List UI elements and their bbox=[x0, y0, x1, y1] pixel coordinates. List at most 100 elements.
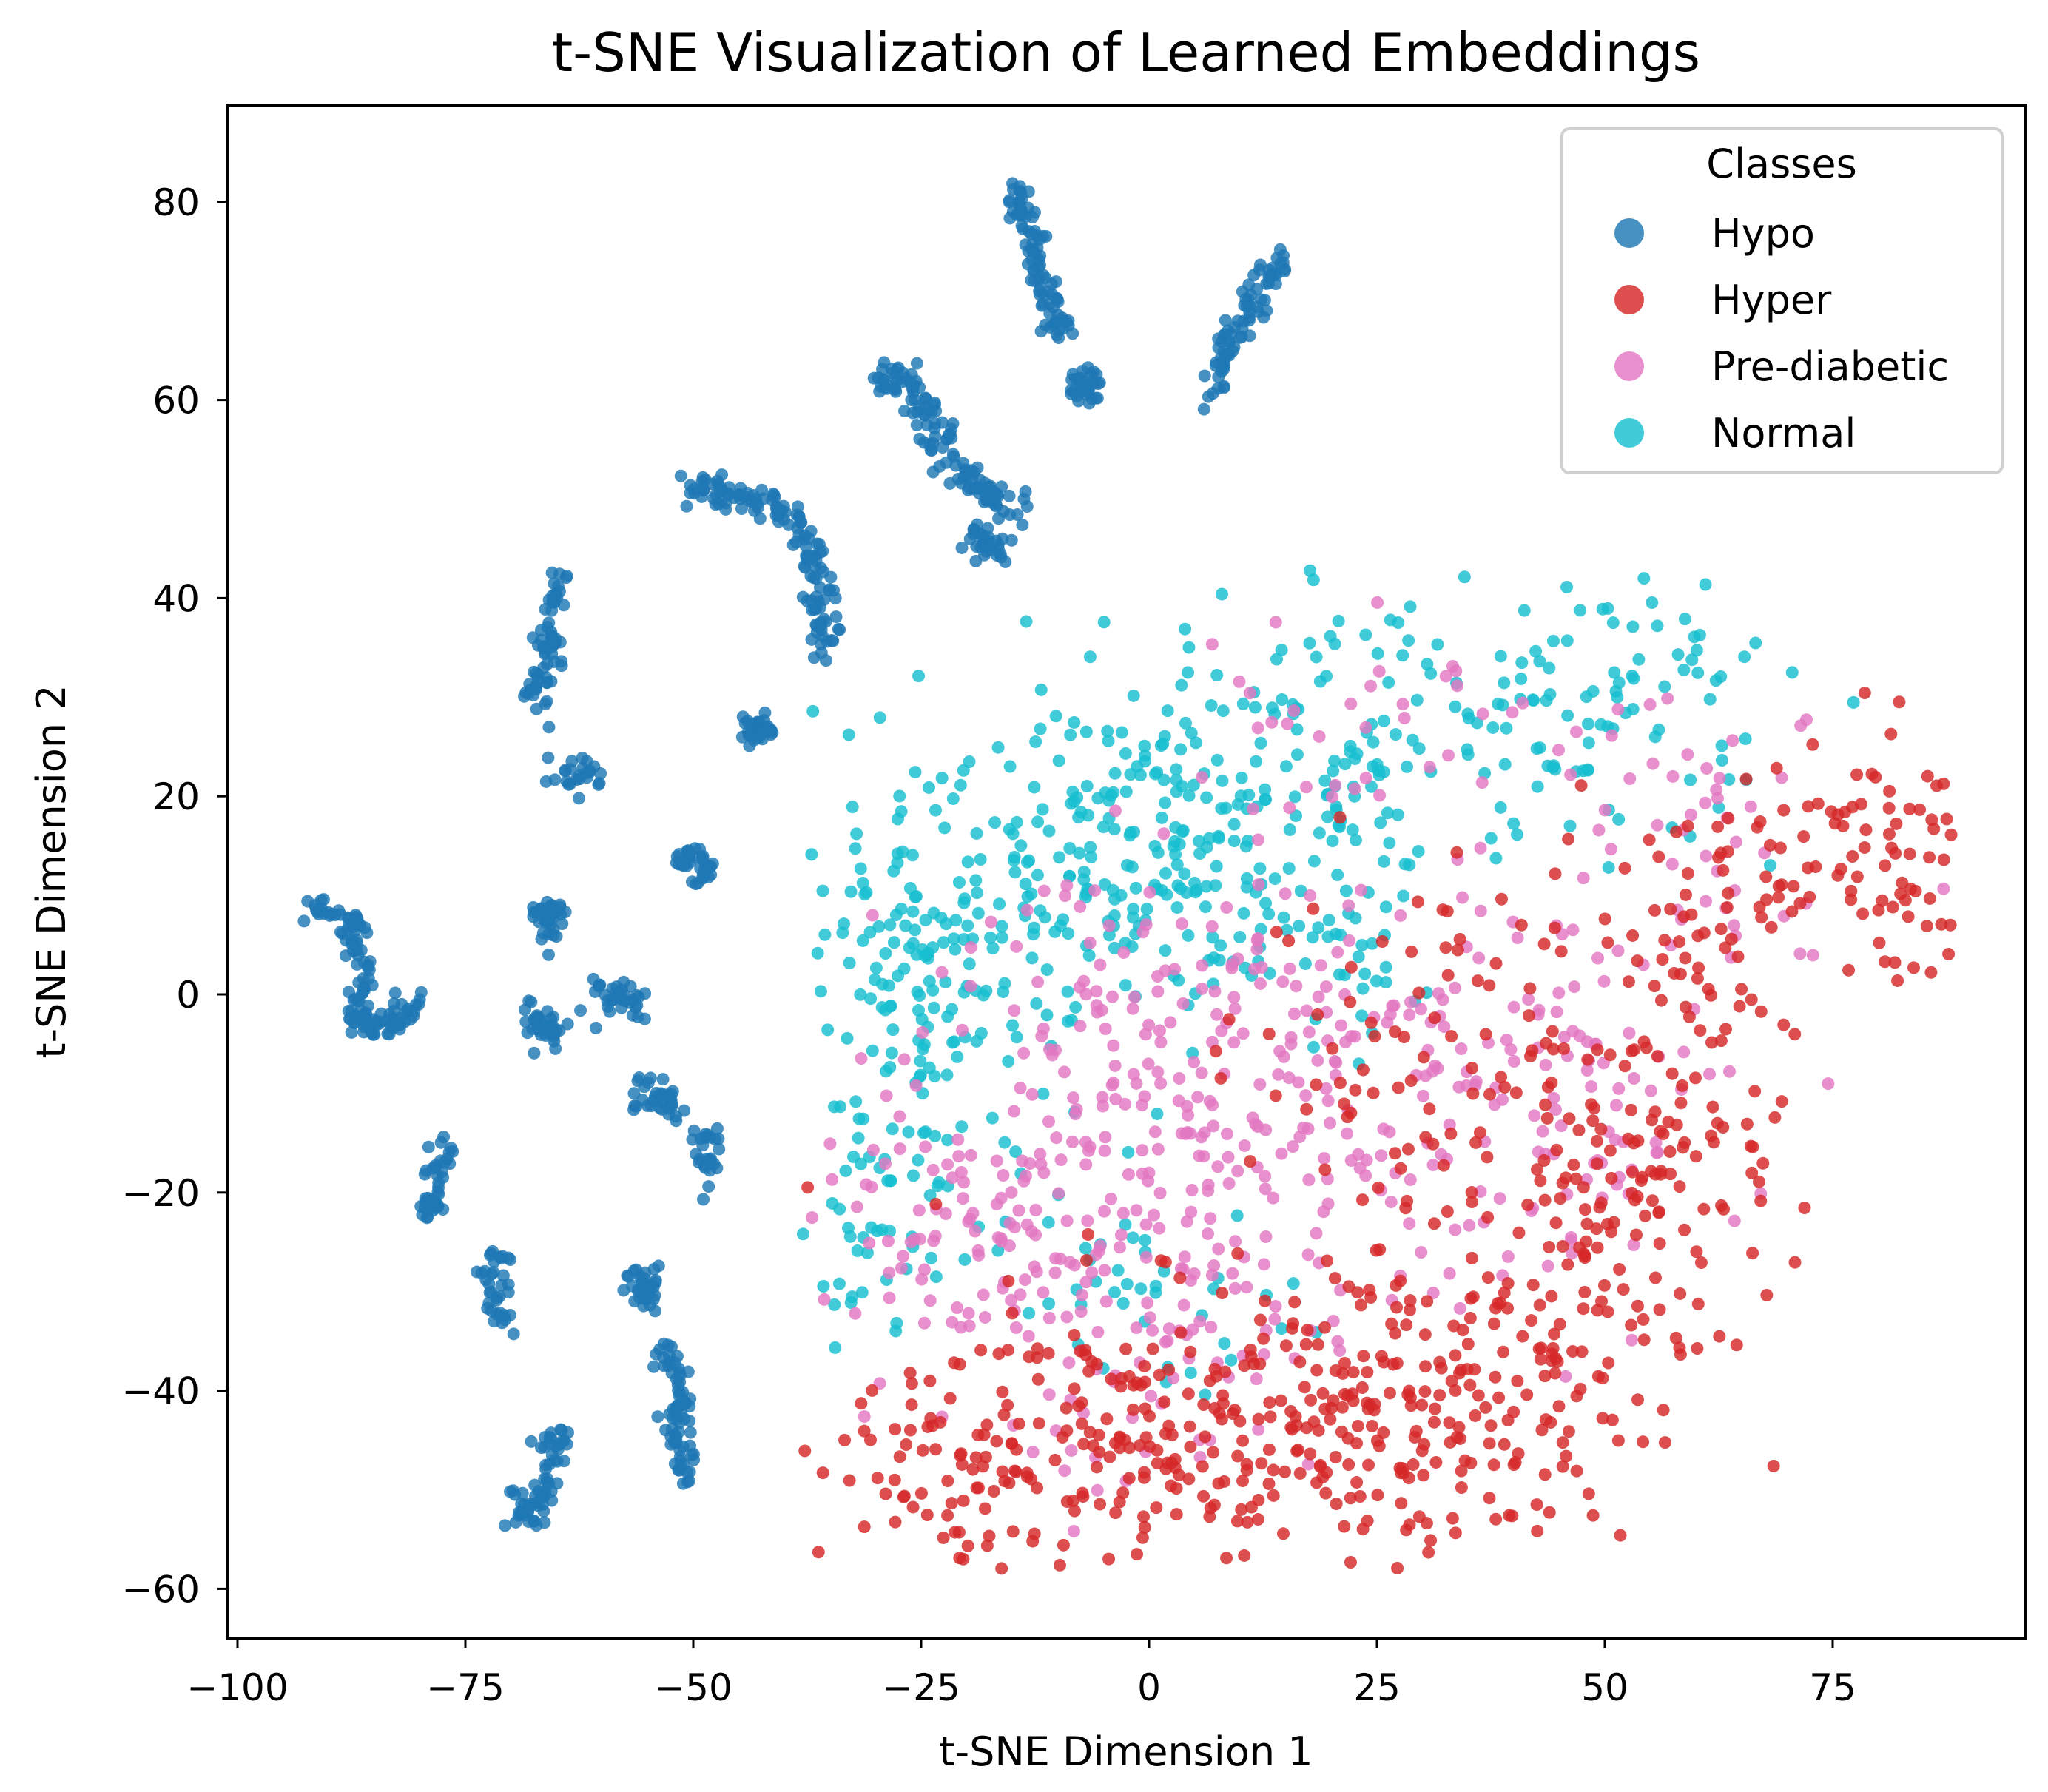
data-point bbox=[1108, 1059, 1122, 1072]
data-point bbox=[1328, 1272, 1341, 1285]
data-point bbox=[553, 567, 566, 581]
data-point bbox=[957, 896, 971, 909]
data-point bbox=[499, 1519, 512, 1532]
data-point bbox=[1575, 1345, 1589, 1358]
data-point bbox=[1483, 979, 1496, 992]
data-point bbox=[496, 1316, 509, 1330]
data-point bbox=[538, 1472, 551, 1486]
data-point bbox=[1209, 1045, 1222, 1058]
data-point bbox=[1314, 959, 1327, 972]
data-point bbox=[1099, 1023, 1112, 1036]
legend-label: Hypo bbox=[1711, 210, 1815, 257]
data-point bbox=[1286, 1140, 1299, 1153]
data-point bbox=[420, 1211, 434, 1225]
data-point bbox=[1157, 827, 1170, 841]
data-point bbox=[485, 1267, 498, 1281]
data-point bbox=[1631, 1299, 1644, 1313]
data-point bbox=[1560, 634, 1574, 647]
data-point bbox=[906, 1169, 920, 1182]
data-point bbox=[929, 1129, 942, 1142]
data-point bbox=[801, 1181, 815, 1194]
data-point bbox=[858, 1520, 871, 1534]
data-point bbox=[1008, 1221, 1021, 1234]
data-point bbox=[1180, 1099, 1193, 1113]
data-point bbox=[889, 1515, 902, 1529]
data-point bbox=[1546, 1025, 1559, 1038]
data-point bbox=[1286, 1321, 1299, 1335]
data-point bbox=[1227, 818, 1241, 831]
data-point bbox=[1130, 1204, 1143, 1217]
data-point bbox=[1016, 518, 1029, 531]
data-point bbox=[1205, 638, 1219, 651]
data-point bbox=[1310, 1078, 1323, 1091]
data-point bbox=[1155, 811, 1168, 824]
data-point bbox=[1008, 1004, 1021, 1017]
data-point bbox=[1418, 1328, 1432, 1341]
data-point bbox=[1060, 1214, 1074, 1227]
data-point bbox=[1885, 841, 1899, 855]
data-point bbox=[906, 849, 919, 862]
data-point bbox=[909, 1079, 923, 1092]
data-point bbox=[1288, 790, 1301, 804]
data-point bbox=[1554, 945, 1568, 958]
data-point bbox=[1202, 390, 1215, 403]
data-point bbox=[1174, 743, 1188, 756]
data-point bbox=[1109, 1092, 1122, 1105]
data-point bbox=[1118, 1097, 1131, 1111]
data-point bbox=[1628, 1193, 1641, 1207]
data-point bbox=[1031, 975, 1045, 988]
data-point bbox=[1714, 923, 1728, 936]
data-point bbox=[1865, 767, 1879, 781]
data-point bbox=[1438, 1020, 1451, 1034]
data-point bbox=[1119, 1218, 1132, 1231]
data-point bbox=[1722, 812, 1735, 825]
data-point bbox=[1427, 1415, 1441, 1429]
legend-marker-icon bbox=[1614, 418, 1644, 448]
data-point bbox=[1084, 841, 1097, 854]
data-point bbox=[1596, 1412, 1609, 1425]
data-point bbox=[1065, 1444, 1078, 1457]
data-point bbox=[542, 751, 555, 764]
data-point bbox=[1207, 1259, 1221, 1272]
data-point bbox=[1014, 1082, 1027, 1095]
data-point bbox=[1062, 1356, 1076, 1370]
data-point bbox=[1235, 1503, 1248, 1516]
data-point bbox=[1319, 1486, 1333, 1500]
data-point bbox=[879, 946, 892, 960]
data-point bbox=[860, 886, 873, 899]
data-point bbox=[1631, 954, 1644, 968]
data-point bbox=[1304, 1447, 1317, 1461]
data-point bbox=[928, 396, 941, 409]
data-point bbox=[1563, 819, 1577, 832]
data-point bbox=[1452, 1080, 1466, 1094]
data-point bbox=[926, 983, 940, 997]
x-tick-label: 75 bbox=[1809, 1666, 1856, 1709]
data-point bbox=[1500, 1034, 1513, 1047]
data-point bbox=[957, 1494, 970, 1507]
data-point bbox=[1036, 803, 1049, 816]
data-point bbox=[1648, 1271, 1662, 1284]
data-point bbox=[1404, 1294, 1417, 1307]
data-point bbox=[1139, 918, 1153, 932]
data-point bbox=[1094, 1498, 1107, 1511]
data-point bbox=[1435, 1148, 1448, 1161]
data-point bbox=[1806, 738, 1819, 751]
data-point bbox=[1570, 725, 1583, 738]
data-point bbox=[1279, 1465, 1292, 1478]
data-point bbox=[926, 1419, 939, 1432]
data-point bbox=[344, 1012, 357, 1025]
data-point bbox=[1379, 960, 1392, 974]
data-point bbox=[1581, 1053, 1594, 1066]
data-point bbox=[1167, 840, 1180, 853]
data-point bbox=[1463, 1311, 1477, 1324]
data-point bbox=[545, 604, 559, 617]
data-point bbox=[969, 1451, 983, 1464]
data-point bbox=[920, 1509, 934, 1522]
data-point bbox=[855, 1052, 868, 1065]
data-point bbox=[1277, 911, 1290, 924]
data-point bbox=[1379, 976, 1392, 989]
data-point bbox=[490, 1293, 503, 1307]
data-point bbox=[941, 1158, 954, 1171]
data-point bbox=[1452, 1421, 1466, 1434]
data-point bbox=[1404, 1074, 1418, 1088]
